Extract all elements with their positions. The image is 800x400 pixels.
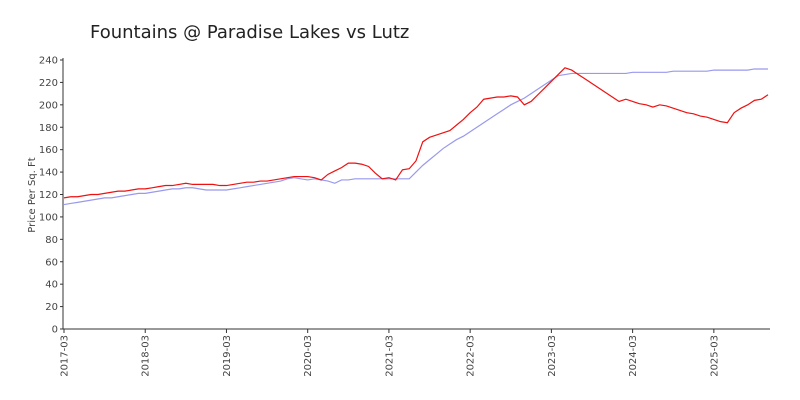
y-tick-label: 40 xyxy=(45,280,58,291)
x-tick-label: 2017-03 xyxy=(60,335,71,377)
x-tick-label: 2018-03 xyxy=(141,335,152,377)
y-tick-label: 220 xyxy=(39,78,58,89)
chart-title: Fountains @ Paradise Lakes vs Lutz xyxy=(90,22,409,43)
x-tick-label: 2022-03 xyxy=(466,335,477,377)
x-tick-label: 2023-03 xyxy=(547,335,558,377)
series-line xyxy=(63,68,768,206)
x-tick-label: 2020-03 xyxy=(303,335,314,377)
series-line xyxy=(63,67,769,199)
y-tick-label: 180 xyxy=(39,123,58,134)
x-tick-label: 2025-03 xyxy=(709,335,720,377)
y-tick-label: 80 xyxy=(45,235,58,246)
y-tick-label: 160 xyxy=(39,145,58,156)
y-tick-label: 100 xyxy=(39,212,58,223)
x-tick-label: 2024-03 xyxy=(628,335,639,377)
y-tick-label: 140 xyxy=(39,168,58,179)
x-tick-label: 2019-03 xyxy=(222,335,233,377)
y-tick-label: 240 xyxy=(39,56,58,67)
y-tick-label: 0 xyxy=(52,325,58,336)
y-axis-label: Price Per Sq. Ft xyxy=(27,157,38,232)
y-tick-label: 60 xyxy=(45,257,58,268)
x-tick-label: 2021-03 xyxy=(384,335,395,377)
y-tick-label: 20 xyxy=(45,302,58,313)
y-tick-label: 200 xyxy=(39,100,58,111)
y-tick-label: 120 xyxy=(39,190,58,201)
